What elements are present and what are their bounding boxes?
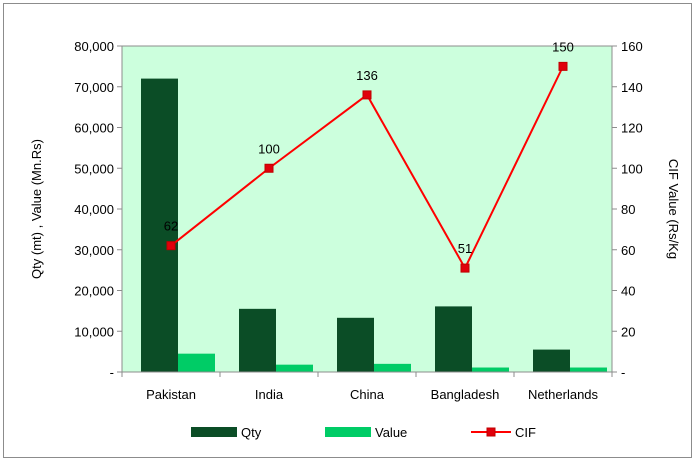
- x-tick-label-china: China: [350, 387, 385, 402]
- y-tick-label: 70,000: [74, 80, 114, 95]
- cif-point-pakistan: [166, 241, 176, 251]
- x-tick-label-pakistan: Pakistan: [146, 387, 196, 402]
- bar-qty-pakistan: [141, 78, 178, 372]
- legend-swatch-qty: [191, 427, 237, 437]
- x-tick-label-india: India: [255, 387, 284, 402]
- bar-value-pakistan: [178, 353, 215, 372]
- axes-layer: [117, 45, 617, 377]
- bar-value-netherlands: [570, 367, 607, 372]
- y2-tick-label: 80: [621, 202, 635, 217]
- y-tick-label: 10,000: [74, 324, 114, 339]
- y2-tick-label: 140: [621, 80, 643, 95]
- y2-axis-title: CIF Value (Rs/Kg: [666, 159, 681, 259]
- bar-value-china: [374, 363, 411, 372]
- y-tick-label: -: [110, 365, 114, 380]
- y-axis-title: Qty (mt) , Value (Mn.Rs): [29, 139, 44, 279]
- bars-layer: [141, 78, 607, 372]
- y-tick-label: 40,000: [74, 202, 114, 217]
- cif-data-label-netherlands: 150: [552, 39, 574, 54]
- bar-qty-bangladesh: [435, 306, 472, 372]
- x-tick-label-netherlands: Netherlands: [528, 387, 599, 402]
- cif-data-label-india: 100: [258, 141, 280, 156]
- y-tick-label: 60,000: [74, 121, 114, 136]
- labels-layer: Pakistan India China Bangladesh Netherlands -…: [74, 39, 642, 402]
- y-tick-label: 20,000: [74, 284, 114, 299]
- bar-value-bangladesh: [472, 367, 509, 372]
- y-tick-label: 80,000: [74, 39, 114, 54]
- x-tick-label-bangladesh: Bangladesh: [431, 387, 500, 402]
- legend-label-cif: CIF: [515, 425, 536, 440]
- bar-qty-china: [337, 317, 374, 372]
- legend-label-qty: Qty: [241, 425, 262, 440]
- cif-point-bangladesh: [460, 263, 470, 273]
- y2-tick-label: 20: [621, 324, 635, 339]
- legend-label-value: Value: [375, 425, 407, 440]
- bar-qty-india: [239, 308, 276, 372]
- cif-point-china: [362, 90, 372, 100]
- y-tick-label: 50,000: [74, 161, 114, 176]
- y2-tick-label: 60: [621, 243, 635, 258]
- y2-tick-label: 40: [621, 284, 635, 299]
- bar-value-india: [276, 364, 313, 372]
- legend-swatch-value: [325, 427, 371, 437]
- y-tick-label: 30,000: [74, 243, 114, 258]
- cif-data-label-bangladesh: 51: [458, 241, 472, 256]
- legend-marker-cif: [486, 427, 496, 437]
- y2-tick-label: -: [621, 365, 625, 380]
- cif-point-india: [264, 163, 274, 173]
- bar-qty-netherlands: [533, 349, 570, 372]
- cif-data-label-china: 136: [356, 68, 378, 83]
- plot-area: [121, 45, 613, 373]
- y2-tick-label: 100: [621, 161, 643, 176]
- line-layer: [166, 61, 568, 273]
- y2-tick-label: 120: [621, 121, 643, 136]
- legend: Qty Value CIF: [191, 425, 536, 440]
- cif-point-netherlands: [558, 61, 568, 71]
- y2-tick-label: 160: [621, 39, 643, 54]
- cif-data-label-pakistan: 62: [164, 219, 178, 234]
